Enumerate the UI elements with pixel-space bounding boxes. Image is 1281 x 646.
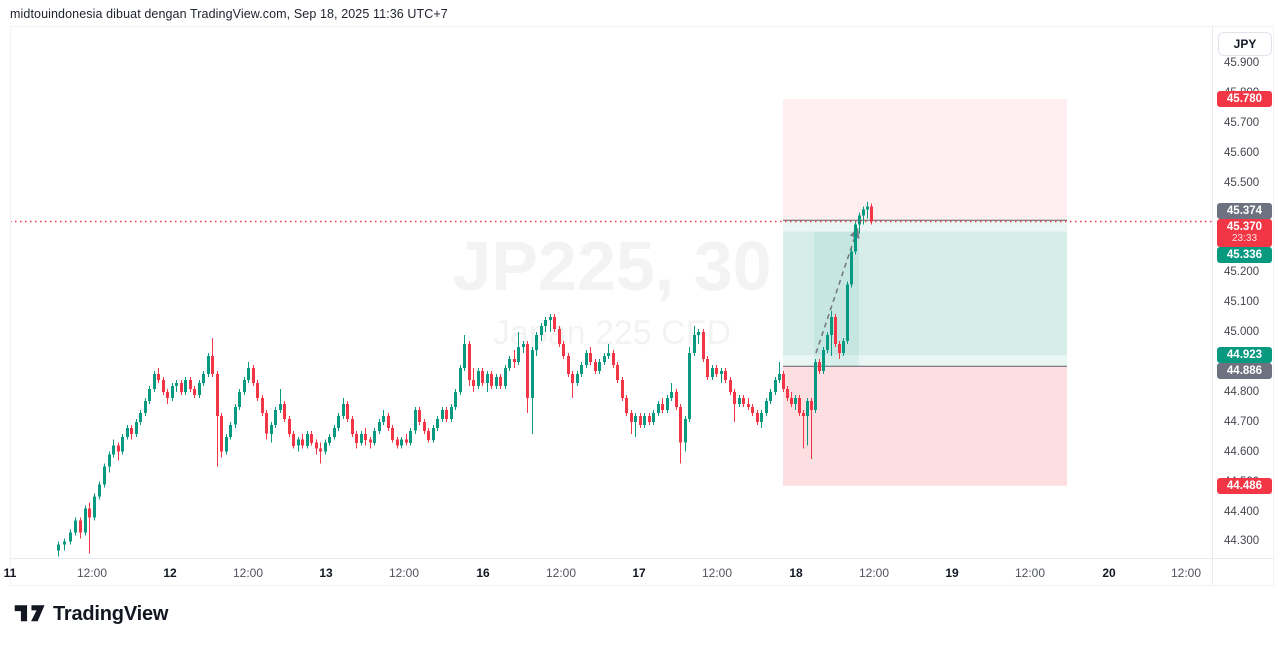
currency-button[interactable]: JPY	[1218, 32, 1272, 56]
time-axis-label: 12:00	[232, 566, 264, 580]
watermark-symbol: JP225, 30	[452, 227, 772, 305]
badge-price-label: 45.374	[1226, 205, 1263, 217]
long-stop-zone[interactable]	[783, 366, 1067, 486]
price-axis-separator	[1212, 26, 1213, 585]
badge-price-label: 44.886	[1226, 365, 1263, 377]
price-axis-label: 44.400	[1224, 505, 1260, 518]
short-stop-price-badge: 45.780	[1217, 91, 1272, 107]
frame-top	[10, 26, 1274, 27]
tradingview-logo-icon	[14, 601, 46, 627]
long-stop-price-badge: 44.486	[1217, 478, 1272, 494]
badge-price-label: 45.336	[1226, 249, 1263, 261]
watermark-description: Japan 225 CFD	[492, 314, 732, 352]
time-axis-label: 13	[319, 566, 333, 580]
badge-price-label: 44.923	[1226, 349, 1263, 361]
last-price-badge: 45.370 23:33	[1217, 219, 1272, 247]
price-axis-label: 45.700	[1224, 116, 1260, 129]
time-axis-label: 12:00	[545, 566, 577, 580]
time-axis-label: 12:00	[1170, 566, 1202, 580]
long-target-price-badge: 45.336	[1217, 247, 1272, 263]
short-target-price-badge: 44.923	[1217, 347, 1272, 363]
short-entry-price-badge: 45.374	[1217, 203, 1272, 219]
time-axis-label: 20	[1102, 566, 1116, 580]
price-axis-label: 45.000	[1224, 326, 1260, 339]
time-axis-label: 12:00	[1014, 566, 1046, 580]
time-axis-label: 17	[632, 566, 646, 580]
tradingview-logo-text: TradingView	[53, 602, 169, 625]
time-axis-label: 12:00	[76, 566, 108, 580]
time-axis-label: 11	[3, 566, 17, 580]
time-axis-label: 16	[476, 566, 490, 580]
time-axis[interactable]: 11 12:00 12 12:00 13 12:00 16 12:00 17 12:00 18 12:…	[4, 558, 1274, 585]
short-stop-zone[interactable]	[783, 98, 1067, 221]
time-axis-label: 12:00	[701, 566, 733, 580]
badge-price-label: 44.486	[1226, 480, 1263, 492]
price-axis-label: 44.600	[1224, 445, 1260, 458]
time-axis-label: 19	[945, 566, 959, 580]
price-axis-label: 44.700	[1224, 415, 1260, 428]
price-axis-label: 45.900	[1224, 57, 1260, 69]
attribution-text: midtouindonesia dibuat dengan TradingVie…	[10, 7, 448, 21]
time-axis-separator	[10, 558, 1274, 559]
tradingview-logo[interactable]: TradingView	[14, 601, 168, 627]
frame-bottom	[10, 585, 1274, 586]
frame-right	[1273, 26, 1274, 586]
price-axis-label: 45.600	[1224, 146, 1260, 159]
countdown-label: 23:33	[1231, 233, 1258, 244]
time-axis-label: 18	[789, 566, 803, 580]
price-axis-label: 45.500	[1224, 176, 1260, 189]
time-axis-label: 12:00	[388, 566, 420, 580]
time-axis-label: 12:00	[858, 566, 890, 580]
price-axis[interactable]: 45.90045.80045.70045.60045.50045.40045.3…	[1212, 26, 1281, 586]
long-entry-price-badge: 44.886	[1217, 363, 1272, 379]
badge-price-label: 45.780	[1226, 93, 1263, 105]
time-axis-label: 12	[163, 566, 177, 580]
frame-left	[10, 26, 11, 586]
price-axis-label: 44.300	[1224, 535, 1260, 548]
long-profit-zone[interactable]	[783, 231, 1067, 367]
price-axis-label: 44.800	[1224, 385, 1260, 398]
candlestick-series	[57, 202, 873, 557]
price-axis-label: 45.100	[1224, 296, 1260, 309]
badge-price-label: 45.370	[1226, 221, 1263, 233]
projection-arrow[interactable]	[815, 227, 860, 354]
price-axis-label: 45.200	[1224, 266, 1260, 279]
